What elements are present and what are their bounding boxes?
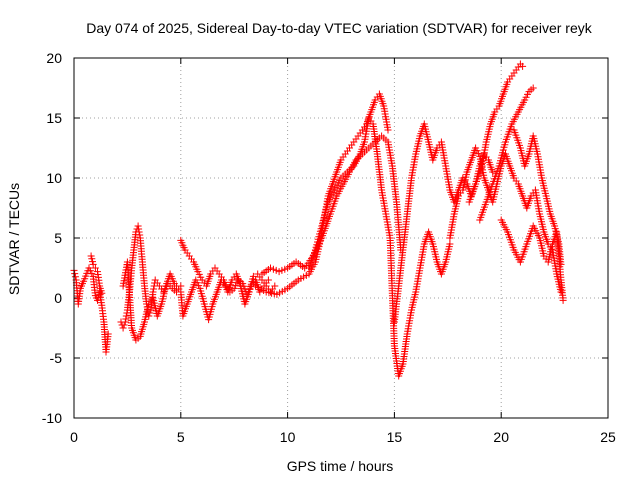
data-point [271,282,279,290]
x-tick-label: 0 [70,429,78,445]
x-axis-label: GPS time / hours [287,458,394,474]
data-point [557,260,565,268]
grid [73,57,609,419]
data-point [559,296,567,304]
data-point [249,272,257,280]
data-point [119,324,127,332]
data-point [384,126,392,134]
chart-title: Day 074 of 2025, Sidereal Day-to-day VTE… [86,20,592,36]
data-point [91,264,99,272]
y-tick-label: 15 [46,110,62,126]
data-point-interp [278,266,286,274]
data-point [529,84,537,92]
y-tick-label: -5 [50,350,63,366]
plot-frame [73,57,609,419]
data-point-interp [71,270,79,278]
y-axis-label: SDTVAR / TECUs [6,183,22,295]
data-point [446,240,454,248]
data-points [70,60,567,380]
data-point [104,330,112,338]
x-tick-label: 15 [387,429,403,445]
x-tick-label: 25 [600,429,616,445]
data-point [264,276,272,284]
data-point-interp [71,273,79,281]
data-point [557,288,565,296]
y-tick-label: -10 [42,410,62,426]
data-point [519,62,527,70]
y-tick-label: 0 [54,290,62,306]
x-tick-label: 20 [493,429,509,445]
data-point [489,168,497,176]
data-point-interp [120,321,128,329]
data-point-interp [135,228,143,236]
data-point-interp [146,309,154,317]
data-point [267,264,274,272]
data-point [98,289,106,297]
y-tick-label: 5 [54,230,62,246]
tick-labels: 0 5 10 15 20 25 -10 -5 0 5 10 15 20 [42,50,616,445]
y-tick-label: 10 [46,170,62,186]
y-tick-label: 20 [46,50,62,66]
data-point [89,260,97,268]
data-point-interp [122,312,130,320]
x-tick-label: 5 [177,429,185,445]
data-point [149,288,157,296]
x-tick-label: 10 [280,429,296,445]
